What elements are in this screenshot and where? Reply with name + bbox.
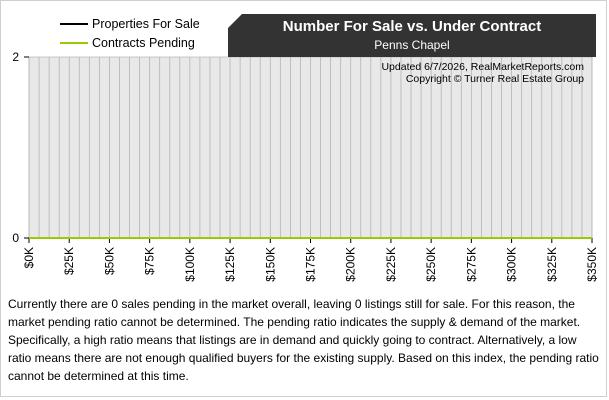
updated-text: Updated 6/7/2026, RealMarketReports.com [381, 61, 584, 73]
legend: Properties For Sale Contracts Pending [60, 14, 200, 52]
legend-item-properties-for-sale: Properties For Sale [60, 14, 200, 33]
x-tick-label: $125K [223, 247, 237, 282]
x-tick-label: $150K [263, 247, 277, 282]
copyright-text: Copyright © Turner Real Estate Group [405, 73, 584, 85]
x-tick-label: $300K [505, 247, 519, 282]
page-fold-icon [228, 14, 242, 28]
x-tick-label: $100K [183, 247, 197, 282]
legend-label-properties-for-sale: Properties For Sale [92, 16, 200, 31]
legend-item-contracts-pending: Contracts Pending [60, 33, 200, 52]
x-tick-label: $50K [102, 247, 116, 275]
x-tick-label: $225K [384, 247, 398, 282]
legend-label-contracts-pending: Contracts Pending [92, 35, 195, 50]
chart-title: Number For Sale vs. Under Contract [282, 18, 542, 35]
chart-subtitle: Penns Chapel [374, 38, 450, 52]
x-tick-label: $325K [545, 247, 559, 282]
x-tick-label: $350K [585, 247, 599, 282]
x-tick-label: $75K [143, 247, 157, 275]
x-tick-label: $0K [22, 247, 36, 268]
title-banner: Number For Sale vs. Under Contract Penns… [228, 14, 596, 57]
x-tick-label: $25K [62, 247, 76, 275]
x-tick-label: $200K [344, 247, 358, 282]
legend-swatch-contracts-pending [60, 41, 88, 44]
x-tick-label: $175K [304, 247, 318, 282]
x-tick-label: $275K [464, 247, 478, 282]
summary-paragraph: Currently there are 0 sales pending in t… [8, 297, 599, 383]
x-tick-label: $250K [424, 247, 438, 282]
y-tick-label: 0 [12, 231, 19, 245]
legend-swatch-properties-for-sale [60, 22, 88, 25]
credit-block: Updated 6/7/2026, RealMarketReports.com … [360, 61, 584, 85]
y-tick-label: 2 [12, 50, 19, 64]
